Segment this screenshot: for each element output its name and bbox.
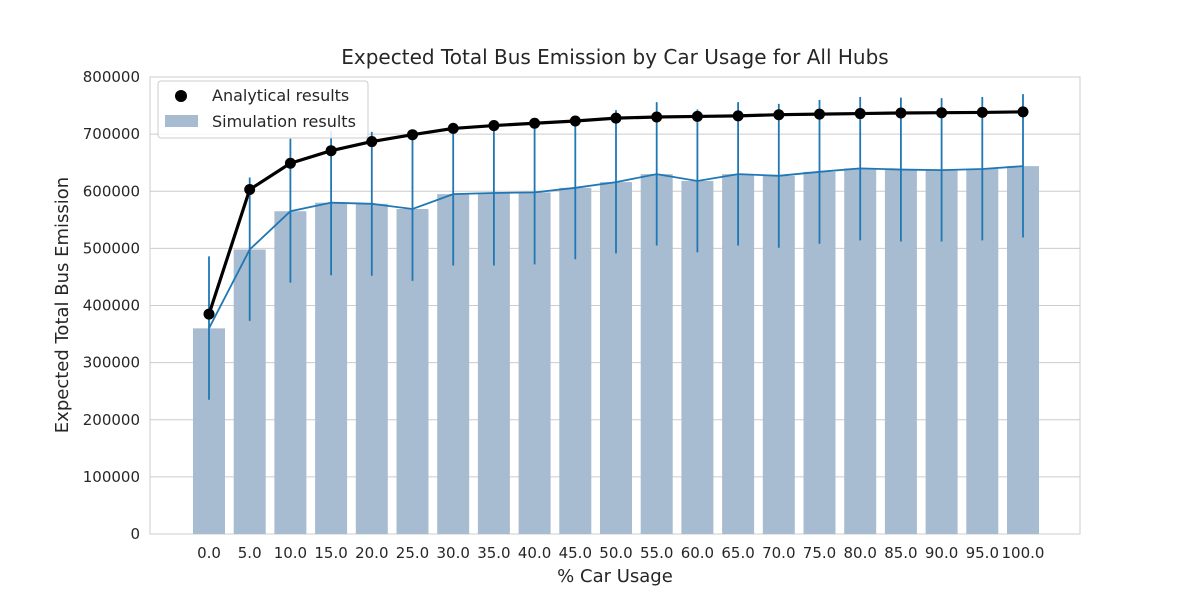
x-tick-label: 25.0 [396, 544, 429, 562]
point-analytical [366, 136, 378, 148]
x-tick-label: 55.0 [640, 544, 673, 562]
x-tick-label: 40.0 [518, 544, 551, 562]
point-analytical [732, 110, 744, 122]
point-analytical [203, 308, 215, 320]
point-analytical [569, 115, 581, 127]
point-analytical [488, 120, 500, 132]
y-tick-label: 600000 [83, 182, 140, 200]
x-tick-label: 95.0 [966, 544, 999, 562]
point-analytical [447, 122, 459, 134]
point-analytical [244, 184, 256, 196]
x-tick-label: 80.0 [843, 544, 876, 562]
point-analytical [895, 107, 907, 119]
legend-simulation-swatch [165, 115, 198, 127]
y-tick-label: 400000 [83, 297, 140, 315]
x-tick-labels: 0.0 5.0 10.0 15.0 20.0 25.0 30.0 35.0 40.0 45.0 50… [197, 544, 1044, 562]
y-tick-labels: 0 100000 200000 300000 400000 500000 600000 700… [83, 68, 140, 543]
point-analytical [407, 129, 418, 141]
x-tick-label: 10.0 [274, 544, 307, 562]
point-analytical [773, 109, 785, 121]
x-tick-label: 85.0 [884, 544, 917, 562]
point-analytical [529, 117, 541, 129]
legend-analytical-marker [175, 90, 187, 102]
point-analytical [936, 107, 948, 119]
x-tick-label: 90.0 [925, 544, 958, 562]
x-tick-label: 75.0 [803, 544, 836, 562]
point-analytical [610, 112, 622, 124]
x-tick-label: 30.0 [436, 544, 469, 562]
analytical-line [203, 106, 1029, 320]
x-tick-label: 15.0 [314, 544, 347, 562]
y-tick-label: 0 [130, 525, 140, 543]
error-bars [208, 94, 1024, 400]
point-analytical [814, 108, 825, 120]
legend-box [157, 80, 369, 139]
x-tick-label: 60.0 [681, 544, 714, 562]
legend: Analytical results Simulation results [157, 80, 369, 139]
y-tick-label: 800000 [83, 68, 140, 86]
point-analytical [284, 157, 296, 169]
y-tick-label: 100000 [83, 468, 140, 486]
point-analytical [976, 106, 988, 118]
x-tick-label: 45.0 [559, 544, 592, 562]
y-axis-label: Expected Total Bus Emission [52, 177, 73, 433]
legend-simulation-label: Simulation results [212, 112, 356, 131]
point-analytical [691, 110, 703, 122]
point-analytical [854, 108, 866, 120]
chart-title: Expected Total Bus Emission by Car Usage… [341, 45, 888, 69]
y-tick-label: 700000 [83, 125, 140, 143]
point-analytical [651, 111, 663, 123]
x-tick-label: 35.0 [477, 544, 510, 562]
x-tick-label: 20.0 [355, 544, 388, 562]
y-tick-label: 200000 [83, 411, 140, 429]
x-axis-label: % Car Usage [557, 566, 673, 587]
y-tick-label: 500000 [83, 239, 140, 257]
x-tick-label: 0.0 [197, 544, 221, 562]
x-tick-label: 70.0 [762, 544, 795, 562]
x-tick-label: 100.0 [1002, 544, 1045, 562]
legend-analytical-label: Analytical results [212, 86, 349, 105]
x-tick-label: 5.0 [238, 544, 262, 562]
point-analytical [1017, 106, 1029, 118]
y-tick-label: 300000 [83, 354, 140, 372]
x-tick-label: 50.0 [599, 544, 632, 562]
x-tick-label: 65.0 [721, 544, 754, 562]
point-analytical [325, 145, 337, 157]
